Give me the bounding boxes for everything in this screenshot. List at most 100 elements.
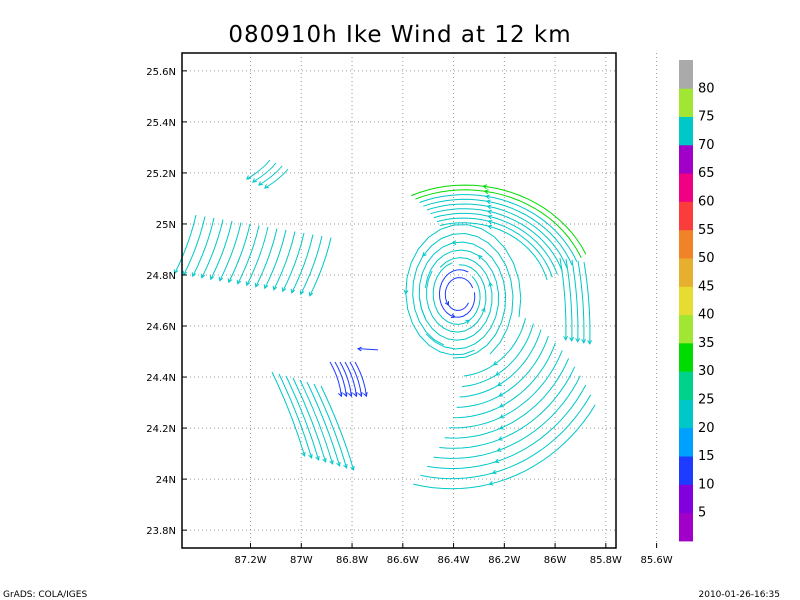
streamline bbox=[430, 208, 563, 272]
streamline bbox=[357, 348, 379, 351]
wind-arrow bbox=[308, 291, 314, 297]
colorbar-swatch bbox=[679, 427, 693, 457]
colorbar-label: 80 bbox=[698, 81, 715, 96]
wind-arrow bbox=[191, 272, 197, 278]
y-tick-label: 25.2N bbox=[146, 169, 176, 180]
colorbar-swatch bbox=[679, 456, 693, 485]
wind-arrow bbox=[488, 281, 493, 287]
streamline bbox=[264, 229, 287, 289]
wind-arrow bbox=[487, 214, 493, 220]
grid-lines bbox=[182, 53, 658, 548]
wind-arrow bbox=[252, 178, 257, 183]
streamline bbox=[183, 216, 206, 276]
wind-arrow bbox=[575, 337, 580, 343]
streamline bbox=[313, 383, 348, 469]
wind-arrow bbox=[209, 275, 215, 281]
streamline bbox=[423, 198, 573, 266]
streamline bbox=[418, 241, 507, 359]
chart-title: 080910h Ike Wind at 12 km bbox=[228, 22, 571, 48]
footer-left: GrADS: COLA/IGES bbox=[3, 590, 87, 600]
streamline bbox=[427, 384, 587, 470]
wind-streamlines bbox=[173, 159, 596, 490]
streamline bbox=[456, 335, 549, 408]
x-tick-label: 86.4W bbox=[437, 555, 469, 566]
wind-arrow bbox=[492, 360, 498, 366]
wind-arrow bbox=[487, 219, 493, 225]
streamline bbox=[444, 277, 474, 311]
colorbar-label: 65 bbox=[698, 166, 715, 181]
wind-arrow bbox=[498, 425, 504, 430]
wind-arrow bbox=[200, 273, 206, 279]
streamline bbox=[219, 222, 242, 282]
streamline bbox=[246, 226, 269, 286]
wind-arrow bbox=[246, 175, 251, 180]
colorbar-label: 45 bbox=[698, 279, 715, 294]
x-tick-label: 86.8W bbox=[336, 555, 368, 566]
wind-arrow bbox=[487, 224, 493, 230]
x-tick-label: 87W bbox=[290, 555, 313, 566]
wind-arrow bbox=[329, 459, 334, 465]
streamline bbox=[420, 394, 592, 480]
colorbar-swatch bbox=[679, 60, 693, 89]
y-tick-label: 24.6N bbox=[146, 322, 176, 333]
streamline bbox=[309, 237, 332, 297]
colorbar-label: 40 bbox=[698, 308, 715, 323]
colorbar-swatch bbox=[679, 399, 693, 429]
streamline bbox=[285, 375, 320, 461]
streamline bbox=[412, 232, 514, 355]
streamline bbox=[433, 375, 581, 459]
colorbar-swatch bbox=[679, 371, 693, 400]
streamline bbox=[299, 379, 334, 465]
colorbar-swatch bbox=[679, 201, 693, 231]
y-tick-label: 25N bbox=[156, 220, 176, 231]
wind-arrow bbox=[353, 392, 358, 398]
streamline bbox=[433, 212, 558, 275]
wind-arrow bbox=[486, 209, 493, 215]
y-tick-label: 24N bbox=[156, 475, 176, 486]
streamline bbox=[174, 214, 197, 274]
wind-arrow bbox=[451, 240, 457, 245]
colorbar-swatch bbox=[679, 258, 693, 287]
colorbar-swatch bbox=[679, 88, 693, 117]
streamline bbox=[436, 217, 553, 278]
streamline bbox=[246, 159, 271, 180]
streamline bbox=[201, 219, 224, 279]
wind-arrow bbox=[482, 184, 488, 189]
streamline bbox=[577, 260, 585, 343]
colorbar-label: 70 bbox=[698, 138, 715, 153]
plot-frame bbox=[181, 52, 617, 549]
streamline bbox=[271, 371, 306, 457]
streamline bbox=[419, 194, 578, 262]
colorbar-label: 20 bbox=[698, 421, 715, 436]
wind-arrow bbox=[496, 381, 502, 387]
wind-arrow bbox=[485, 199, 491, 205]
wind-arrow bbox=[218, 276, 224, 282]
wind-arrow bbox=[358, 392, 363, 398]
wind-arrow bbox=[254, 282, 260, 288]
streamline bbox=[405, 224, 522, 356]
wind-arrow bbox=[450, 313, 456, 319]
streamline bbox=[255, 228, 278, 288]
wind-arrow bbox=[488, 481, 494, 486]
streamline bbox=[439, 366, 576, 449]
wind-arrow bbox=[498, 403, 504, 408]
wind-arrow bbox=[477, 254, 483, 260]
x-axis-ticks: 87.2W 87W 86.8W 86.6W 86.4W 86.2W 86W 85.8W 85.6… bbox=[234, 543, 673, 566]
wind-arrow bbox=[299, 290, 305, 296]
wind-arrow bbox=[444, 301, 449, 307]
streamline bbox=[278, 373, 313, 459]
wind-arrow bbox=[343, 392, 348, 398]
wind-arrow bbox=[499, 414, 505, 419]
wind-arrow bbox=[497, 436, 503, 441]
colorbar-swatch bbox=[679, 286, 693, 316]
streamline bbox=[439, 222, 548, 281]
colorbar-label: 5 bbox=[698, 506, 706, 521]
streamline bbox=[411, 184, 587, 255]
streamline bbox=[334, 361, 347, 397]
streamline bbox=[252, 162, 277, 183]
x-tick-label: 85.6W bbox=[641, 555, 673, 566]
streamline bbox=[258, 165, 283, 186]
colorbar-label: 10 bbox=[698, 477, 715, 492]
wind-arrow bbox=[173, 269, 179, 275]
